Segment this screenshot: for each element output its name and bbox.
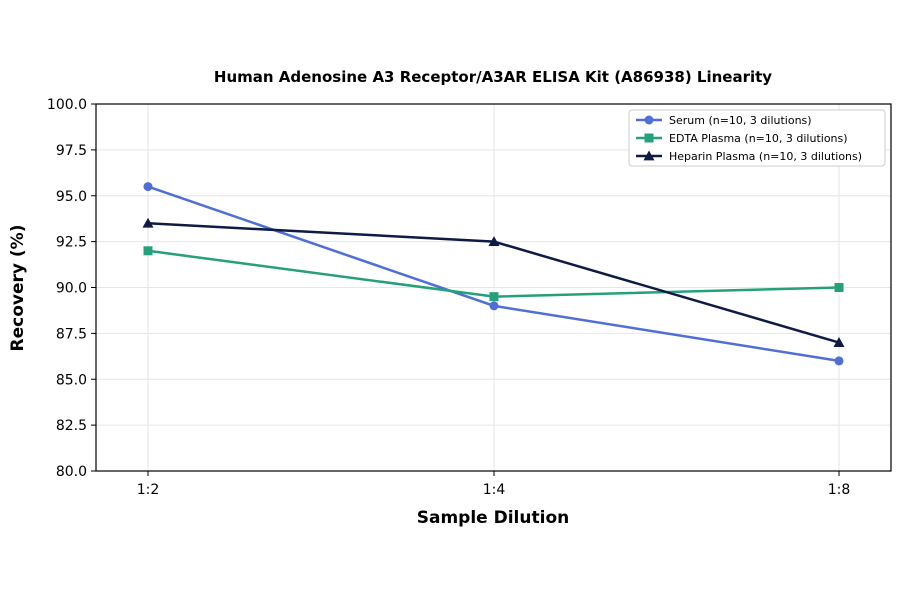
- y-tick-label: 87.5: [56, 326, 87, 342]
- y-tick-label: 95.0: [56, 189, 87, 205]
- y-tick-label: 100.0: [47, 97, 87, 113]
- data-point: [488, 236, 500, 247]
- legend-marker: [643, 150, 655, 161]
- y-tick-label: 80.0: [56, 464, 87, 480]
- data-point: [143, 182, 153, 192]
- x-tick-label: 1:8: [828, 482, 851, 498]
- series-2: [142, 217, 845, 347]
- legend-marker: [644, 133, 654, 143]
- x-tick-label: 1:4: [483, 482, 506, 498]
- legend-label: EDTA Plasma (n=10, 3 dilutions): [669, 132, 848, 145]
- legend: Serum (n=10, 3 dilutions) EDTA Plasma (n=…: [628, 109, 886, 167]
- series-1: [143, 246, 844, 302]
- data-point: [833, 337, 845, 347]
- x-axis-label: Sample Dilution: [417, 508, 569, 528]
- series-0: [143, 182, 844, 366]
- ticks: 80.0 82.5 85.0 87.5 90.0 92.5 95.0 97.5 100.0 1:2…: [47, 97, 850, 498]
- y-tick-label: 90.0: [56, 281, 87, 297]
- y-axis-label: Recovery (%): [8, 225, 28, 352]
- y-tick-label: 85.0: [56, 372, 87, 388]
- data-point: [834, 283, 844, 292]
- y-tick-label: 97.5: [56, 143, 87, 159]
- data-point: [489, 292, 499, 302]
- legend-marker: [644, 115, 654, 125]
- data-point: [834, 356, 844, 366]
- legend-item: Serum (n=10, 3 dilutions): [636, 114, 812, 127]
- y-tick-label: 92.5: [56, 235, 87, 251]
- legend-box: [628, 109, 886, 167]
- legend-item: EDTA Plasma (n=10, 3 dilutions): [636, 132, 848, 145]
- legend-label: Heparin Plasma (n=10, 3 dilutions): [669, 150, 862, 163]
- legend-item: Heparin Plasma (n=10, 3 dilutions): [636, 150, 862, 163]
- data-point: [489, 301, 499, 311]
- chart-title: Human Adenosine A3 Receptor/A3AR ELISA K…: [214, 68, 772, 86]
- x-tick-label: 1:2: [137, 482, 160, 498]
- legend-label: Serum (n=10, 3 dilutions): [669, 114, 812, 127]
- data-point: [142, 217, 154, 228]
- y-tick-label: 82.5: [56, 418, 87, 434]
- data-point: [143, 246, 153, 256]
- series-layer: [142, 182, 845, 366]
